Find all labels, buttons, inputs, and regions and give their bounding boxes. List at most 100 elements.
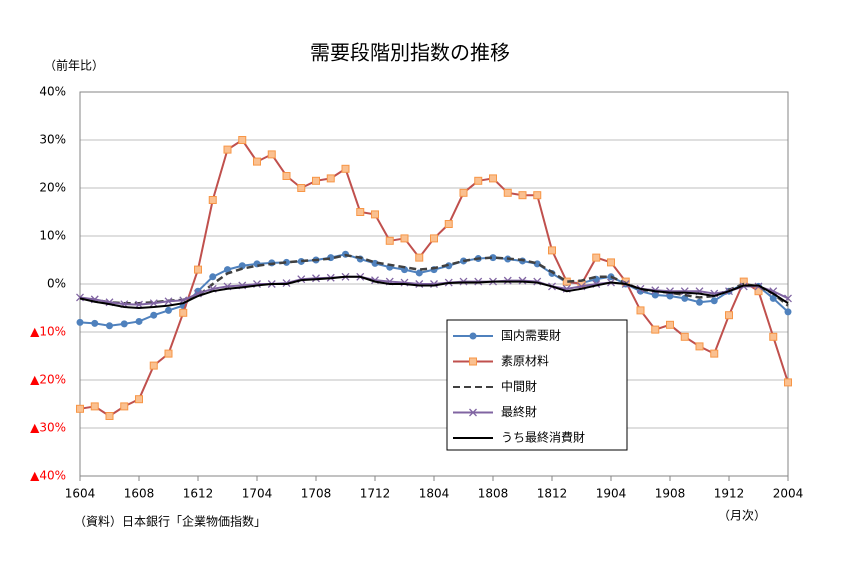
point	[91, 319, 99, 327]
point	[607, 258, 615, 267]
point	[223, 145, 232, 154]
legend-label: うち最終消費財	[501, 430, 585, 445]
x-tick-label: 1904	[596, 487, 627, 501]
point	[164, 297, 173, 306]
y-tick-label: ▲10%	[30, 325, 66, 339]
point	[326, 174, 335, 183]
x-tick-label: 1604	[65, 487, 96, 501]
point	[224, 266, 231, 274]
point	[444, 220, 453, 228]
x-tick-label: 1708	[301, 487, 332, 501]
point	[666, 320, 674, 329]
point	[430, 234, 438, 243]
point	[695, 342, 704, 351]
point	[681, 294, 689, 302]
x-tick-label: 1704	[242, 487, 273, 501]
series-line	[79, 275, 789, 306]
y-tick-label: 10%	[39, 229, 66, 243]
point	[651, 325, 660, 334]
point	[120, 402, 129, 411]
point	[385, 236, 394, 245]
y-tick-label: 30%	[39, 133, 66, 147]
series-line	[79, 138, 789, 418]
point	[149, 361, 158, 370]
point	[548, 246, 556, 255]
x-tick-label: 2004	[773, 487, 804, 501]
point	[469, 332, 477, 340]
point	[297, 184, 306, 192]
point	[164, 349, 173, 358]
x-tick-label: 1804	[419, 487, 450, 501]
point	[769, 332, 778, 341]
x-axis-label: （月次）	[718, 509, 766, 523]
point	[105, 412, 114, 420]
y-tick-label: ▲20%	[30, 373, 66, 387]
x-tick-label: 1608	[124, 487, 155, 501]
legend-label: 国内需要財	[501, 328, 561, 343]
point	[680, 332, 689, 341]
point	[76, 404, 84, 413]
point	[769, 287, 778, 296]
point	[76, 318, 84, 326]
point	[636, 306, 645, 315]
point	[469, 408, 477, 417]
y-tick-label: ▲40%	[30, 469, 66, 483]
point	[135, 317, 143, 325]
point	[356, 208, 365, 216]
chart-title: 需要段階別指数の推移	[310, 41, 510, 65]
y-tick-label: ▲30%	[30, 421, 66, 435]
x-tick-label: 1812	[537, 487, 568, 501]
point	[592, 253, 601, 262]
point	[415, 253, 424, 262]
x-tick-label: 1612	[183, 487, 214, 501]
point	[518, 191, 527, 200]
point	[710, 349, 719, 358]
series-line	[79, 275, 789, 310]
point	[651, 291, 659, 299]
series-line	[79, 253, 789, 307]
point	[710, 297, 718, 305]
x-tick-label: 1808	[478, 487, 509, 501]
legend-box	[446, 319, 628, 451]
point	[238, 136, 247, 144]
legend-label: 中間財	[501, 379, 537, 394]
point	[533, 191, 542, 200]
point	[371, 259, 379, 267]
x-tick-label: 1912	[714, 487, 745, 501]
point	[179, 308, 188, 317]
point	[208, 196, 217, 204]
point	[784, 308, 792, 316]
point	[135, 395, 143, 404]
point	[312, 176, 320, 185]
y-tick-label: 40%	[39, 85, 66, 99]
point	[282, 172, 291, 180]
point	[459, 188, 468, 197]
point	[165, 306, 172, 314]
point	[90, 402, 99, 411]
point	[238, 262, 246, 270]
point	[666, 292, 674, 300]
point	[784, 378, 792, 387]
legend-label: 最終財	[501, 404, 537, 419]
point	[503, 188, 512, 197]
point	[769, 294, 777, 302]
point	[371, 210, 379, 219]
point	[194, 265, 202, 274]
point	[149, 299, 158, 308]
point	[120, 320, 128, 328]
point	[150, 311, 158, 319]
x-tick-label: 1908	[655, 487, 686, 501]
x-tick-label: 1712	[360, 487, 391, 501]
source-note: （資料）日本銀行「企業物価指数」	[74, 514, 266, 529]
point	[415, 269, 423, 277]
point	[696, 298, 703, 306]
point	[469, 357, 477, 366]
y-tick-label: 0%	[47, 277, 66, 291]
point	[209, 273, 217, 281]
y-axis-label: （前年比）	[44, 58, 104, 73]
point	[489, 254, 497, 262]
point	[400, 234, 409, 243]
point	[106, 322, 113, 330]
legend-label: 素原材料	[501, 354, 549, 368]
